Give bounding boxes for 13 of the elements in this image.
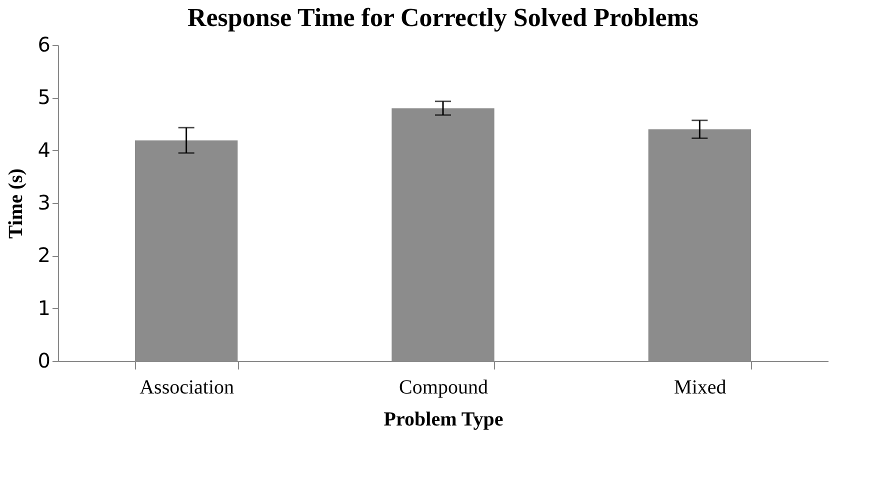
y-tick-label: 1 (38, 296, 50, 320)
y-tick-label: 2 (38, 243, 50, 268)
y-tick-label: 4 (38, 138, 50, 162)
x-tick-label: Association (140, 376, 234, 398)
y-tick-label: 3 (38, 190, 50, 214)
y-axis-title: Time (s) (4, 168, 27, 239)
chart-title: Response Time for Correctly Solved Problems (187, 3, 699, 32)
x-tick-label: Mixed (674, 376, 726, 398)
y-tick-label: 0 (38, 348, 50, 372)
x-tick-label: Compound (399, 376, 488, 398)
x-axis-title: Problem Type (384, 408, 504, 430)
y-tick-label: 5 (38, 85, 50, 110)
y-tick-label: 6 (38, 32, 50, 56)
